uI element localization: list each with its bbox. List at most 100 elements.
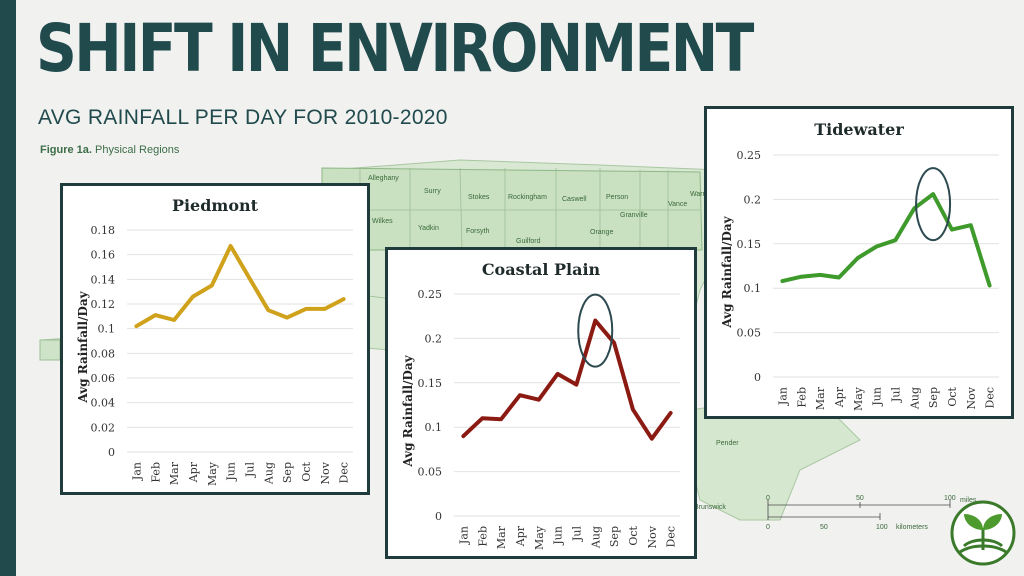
- data-point: [537, 398, 541, 402]
- x-tick-label: Aug: [589, 526, 602, 549]
- x-tick-label: Dec: [984, 387, 997, 409]
- data-point: [612, 341, 616, 345]
- y-tick-label: 0.1: [425, 421, 443, 434]
- y-axis-label: Avg Rainfall/Day: [76, 290, 90, 403]
- data-point: [875, 244, 879, 248]
- map-scale-bar: [767, 500, 951, 520]
- series-line: [461, 318, 673, 441]
- data-point: [342, 297, 346, 301]
- svg-text:miles: miles: [960, 497, 977, 504]
- peak-highlight-ellipse: [915, 167, 952, 242]
- data-point: [799, 275, 803, 279]
- svg-text:Caswell: Caswell: [562, 196, 587, 203]
- y-tick-label: 0.1: [744, 282, 762, 295]
- y-tick-label: 0.1: [98, 323, 116, 336]
- svg-text:Person: Person: [606, 194, 628, 201]
- x-tick-label: Feb: [476, 526, 489, 547]
- x-tick-label: Jun: [225, 462, 238, 482]
- y-tick-label: 0: [754, 371, 761, 384]
- data-point: [837, 276, 841, 280]
- figure-label: Figure 1a.: [40, 144, 92, 156]
- data-point: [191, 295, 195, 299]
- figure-caption-text: Physical Regions: [95, 144, 180, 156]
- x-tick-label: Jan: [776, 387, 789, 406]
- x-tick-label: Jan: [130, 462, 143, 481]
- chart-title: Tidewater: [814, 120, 904, 139]
- y-tick-label: 0.04: [91, 397, 116, 410]
- svg-text:Vance: Vance: [668, 201, 687, 208]
- x-tick-label: Apr: [833, 386, 846, 408]
- figure-caption: Figure 1a. Physical Regions: [40, 144, 179, 156]
- x-tick-label: Aug: [908, 387, 921, 410]
- piedmont-chart-panel: Piedmont 0 0.02 0.04 0.06 0.08 0.1 0.12 0.14 0.1…: [60, 183, 370, 495]
- svg-text:Pender: Pender: [716, 440, 739, 447]
- svg-text:50: 50: [856, 495, 864, 502]
- map-small-shape: [39, 339, 61, 361]
- x-tick-label: Sep: [927, 387, 940, 408]
- x-tick-label: Sep: [608, 526, 621, 547]
- data-point: [912, 206, 916, 210]
- map-county-labels: Alleghany Surry Stokes Rockingham Caswel…: [368, 175, 739, 511]
- svg-text:Rockingham: Rockingham: [508, 194, 547, 201]
- x-tick-label: Dec: [338, 462, 351, 484]
- data-point: [304, 307, 308, 311]
- data-point: [650, 437, 654, 441]
- chart-title: Coastal Plain: [481, 260, 601, 279]
- data-point: [631, 407, 635, 411]
- svg-text:Stokes: Stokes: [468, 194, 490, 201]
- series-line: [780, 192, 992, 288]
- x-tick-label: May: [533, 525, 546, 550]
- y-tick-label: 0.06: [91, 372, 116, 385]
- y-tick-label: 0.18: [91, 224, 116, 237]
- svg-text:100: 100: [944, 495, 956, 502]
- data-point: [780, 279, 784, 283]
- data-point: [153, 313, 157, 317]
- svg-text:100: 100: [876, 524, 888, 531]
- y-tick-label: 0: [435, 510, 442, 523]
- y-tick-label: 0.05: [418, 466, 443, 479]
- y-tick-label: 0.15: [418, 377, 443, 390]
- y-axis-label: Avg Rainfall/Day: [720, 215, 734, 328]
- y-tick-label: 0.16: [91, 249, 116, 262]
- peak-highlight-ellipse: [577, 293, 614, 368]
- x-tick-label: Oct: [627, 525, 640, 545]
- x-tick-label: Feb: [795, 387, 808, 408]
- data-point: [669, 411, 673, 415]
- data-point: [210, 284, 214, 287]
- x-tick-label: Feb: [149, 462, 162, 483]
- svg-text:Yadkin: Yadkin: [418, 225, 439, 232]
- y-tick-label: 0.15: [737, 238, 762, 251]
- data-point: [480, 416, 484, 420]
- svg-text:Guilford: Guilford: [516, 238, 541, 245]
- x-tick-label: Nov: [319, 461, 332, 484]
- x-tick-label: Mar: [495, 525, 508, 549]
- svg-text:Surry: Surry: [424, 188, 441, 195]
- data-point: [969, 223, 973, 227]
- svg-text:Forsyth: Forsyth: [466, 228, 489, 235]
- y-tick-label: 0.12: [91, 298, 116, 311]
- tidewater-chart-panel: Tidewater 0 0.05 0.1 0.15 0.2 0.25 Jan Feb Mar Ap…: [704, 106, 1014, 419]
- chart-title: Piedmont: [171, 196, 259, 215]
- x-tick-label: Aug: [262, 462, 275, 485]
- map-scale-labels: 0 50 100 miles 0 50 100 kilometers: [766, 495, 977, 531]
- data-point: [229, 244, 233, 248]
- x-tick-label: Jan: [457, 526, 470, 545]
- data-point: [323, 307, 327, 311]
- data-point: [556, 372, 560, 376]
- y-tick-label: 0.2: [744, 193, 762, 206]
- y-tick-label: 0.25: [737, 149, 762, 162]
- slide-subtitle: AVG RAINFALL PER DAY FOR 2010-2020: [38, 106, 448, 129]
- data-point: [818, 273, 822, 277]
- x-tick-label: Apr: [514, 525, 527, 547]
- left-accent-bar: [0, 0, 16, 576]
- data-point: [266, 308, 270, 312]
- x-tick-label: Mar: [814, 386, 827, 410]
- data-point: [574, 383, 578, 387]
- data-point: [593, 319, 597, 323]
- svg-text:Brunswick: Brunswick: [694, 504, 726, 511]
- y-tick-label: 0.25: [418, 288, 443, 301]
- data-point: [247, 276, 251, 280]
- x-tick-label: Sep: [281, 462, 294, 483]
- svg-text:Wilkes: Wilkes: [372, 218, 393, 225]
- data-point: [285, 316, 289, 320]
